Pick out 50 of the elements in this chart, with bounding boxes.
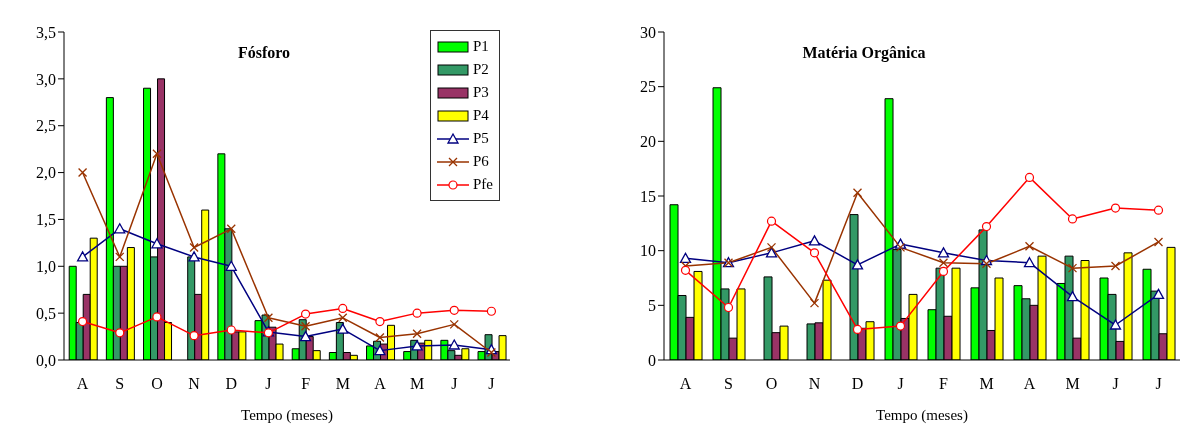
- x-tick-label: N: [808, 375, 821, 393]
- legend-label: P3: [473, 84, 489, 101]
- x-tick-label: A: [76, 375, 89, 393]
- legend-label: P1: [473, 38, 489, 55]
- text: Fósforo: [236, 44, 292, 62]
- x-tick-label: J: [451, 375, 458, 393]
- x-tick-label: J: [488, 375, 495, 393]
- x-tick-label: M: [1065, 375, 1080, 393]
- x-tick-label: A: [374, 375, 387, 393]
- x-tick-label: J: [1112, 375, 1119, 393]
- x-axis-title: Tempo (meses): [241, 407, 333, 424]
- y-tick-label: 2,0: [36, 164, 56, 182]
- y-tick-label: 15: [640, 187, 656, 205]
- x-tick-label: O: [151, 375, 163, 393]
- y-tick-label: 0,0: [36, 351, 56, 369]
- x-tick-label: D: [851, 375, 864, 393]
- y-tick-label: 20: [640, 133, 656, 151]
- x-tick-label: J: [1155, 375, 1162, 393]
- text: Matéria Orgânica: [801, 44, 927, 62]
- y-tick-label: 2,5: [36, 117, 56, 135]
- x-tick-label: D: [225, 375, 238, 393]
- x-axis-title: Tempo (meses): [876, 407, 968, 424]
- y-tick-label: 25: [640, 78, 656, 96]
- x-tick-label: F: [301, 375, 311, 393]
- x-tick-label: M: [409, 375, 425, 393]
- y-tick-label: 3,0: [36, 70, 56, 88]
- legend-label: P2: [473, 61, 489, 78]
- x-tick-label: J: [265, 375, 272, 393]
- y-tick-label: 0,5: [36, 304, 56, 322]
- y-tick-label: 0: [648, 351, 656, 369]
- x-tick-label: F: [939, 375, 949, 393]
- y-tick-label: 5: [648, 297, 656, 315]
- x-tick-label: M: [979, 375, 994, 393]
- y-tick-label: 10: [640, 242, 656, 260]
- x-tick-label: S: [724, 375, 733, 393]
- x-tick-label: J: [897, 375, 904, 393]
- x-tick-label: N: [188, 375, 201, 393]
- legend-label: P5: [473, 130, 489, 147]
- x-tick-label: O: [765, 375, 778, 393]
- x-tick-label: S: [115, 375, 125, 393]
- y-tick-label: 30: [640, 23, 656, 41]
- legend-label: P4: [473, 107, 489, 124]
- legend-label: P6: [473, 153, 489, 170]
- y-tick-label: 1,0: [36, 257, 56, 275]
- x-tick-label: A: [679, 375, 692, 393]
- legend-label: Pfe: [473, 176, 493, 193]
- y-tick-label: 1,5: [36, 211, 56, 229]
- x-tick-label: M: [335, 375, 350, 393]
- x-tick-label: A: [1023, 375, 1036, 393]
- y-tick-label: 3,5: [36, 23, 56, 41]
